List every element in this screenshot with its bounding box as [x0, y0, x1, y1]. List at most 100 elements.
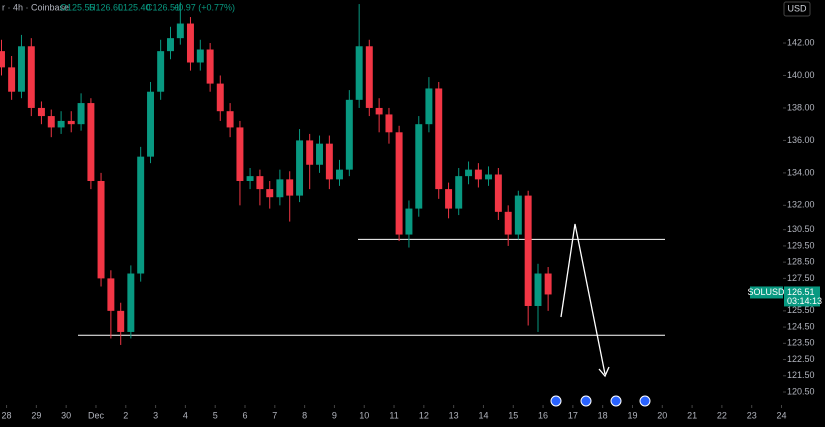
candle-body — [27, 46, 35, 108]
candle-body — [47, 116, 55, 128]
y-tick-label: 125.50 — [787, 305, 815, 315]
x-tick-label: 4 — [183, 410, 188, 420]
y-tick-label: 120.50 — [787, 386, 815, 396]
candle-body — [445, 189, 453, 209]
legend-high: H126.60 — [89, 2, 123, 12]
x-tick-label: 13 — [449, 410, 459, 420]
x-tick-label: 15 — [508, 410, 518, 420]
event-icons — [550, 395, 651, 407]
candle-body — [385, 114, 393, 133]
y-tick-label: 124.50 — [787, 321, 815, 331]
event-icon[interactable] — [580, 395, 592, 407]
candle-body — [107, 278, 115, 311]
annotation-arrow — [560, 223, 610, 378]
candle-body — [117, 310, 125, 332]
legend-low: L125.40 — [118, 2, 151, 12]
candle-body — [544, 273, 552, 295]
candle-body — [365, 46, 373, 108]
event-icon[interactable] — [639, 395, 651, 407]
candle-body — [465, 169, 473, 177]
x-tick-label: 16 — [538, 410, 548, 420]
ohlc-legend: r · 4h · Coinbase O125.55 H126.60 L125.4… — [2, 2, 235, 12]
candle-body — [336, 169, 343, 180]
candle-body — [286, 179, 294, 196]
candle-body — [296, 140, 304, 196]
y-tick-label: 142.00 — [787, 37, 815, 47]
x-tick-label: 5 — [213, 410, 218, 420]
x-tick-label: 11 — [389, 410, 398, 420]
x-tick-label: 24 — [777, 410, 787, 420]
candle-body — [8, 67, 16, 92]
event-icon[interactable] — [610, 395, 622, 407]
y-tick-label: 132.00 — [787, 200, 815, 210]
x-tick-label: 30 — [61, 410, 71, 420]
legend-open: O125.55 — [60, 2, 95, 12]
candle-body — [266, 189, 274, 198]
x-tick-label: 23 — [747, 410, 757, 420]
arrow-path — [560, 223, 606, 375]
y-tick-label: 123.50 — [787, 338, 815, 348]
x-tick-label: 2 — [123, 410, 128, 420]
x-tick-label: 21 — [687, 410, 697, 420]
x-tick-label: 9 — [332, 410, 337, 420]
candle-body — [474, 169, 482, 180]
candle-body — [216, 83, 224, 112]
y-tick-label: 122.50 — [787, 354, 815, 364]
x-tick-label: 3 — [153, 410, 158, 420]
candle-body — [355, 46, 363, 100]
candle-body — [276, 179, 284, 198]
candle-body — [67, 120, 75, 125]
y-tick-label: 121.50 — [787, 370, 815, 380]
price-tag-symbol-box — [750, 286, 783, 299]
event-icon[interactable] — [550, 395, 562, 407]
symbol-name: r · 4h · Coinbase — [2, 2, 69, 12]
plot: 142.00 140.00 138.00 136.00 134.00 132.00 130.… — [0, 2, 822, 420]
candle-body — [176, 23, 184, 39]
legend-close: C126.51 — [146, 2, 180, 12]
y-tick-label: 130.50 — [787, 224, 815, 234]
candle-body — [494, 174, 502, 212]
x-tick-label: 19 — [627, 410, 637, 420]
candle-body — [405, 208, 413, 235]
candle-body — [246, 176, 254, 181]
candle-body — [425, 88, 433, 125]
currency: USD — [787, 3, 807, 13]
candle-body — [306, 140, 314, 165]
candle-body — [455, 176, 463, 209]
candle-body — [206, 49, 214, 84]
candle-body — [504, 211, 512, 235]
x-tick-label: 22 — [717, 410, 727, 420]
candle-body — [325, 143, 333, 180]
candle-body — [127, 273, 135, 332]
candle-body — [87, 103, 95, 181]
y-tick-label: 136.00 — [787, 135, 815, 145]
candle-body — [77, 103, 85, 125]
candle-body — [137, 156, 145, 274]
y-tick-label: 128.50 — [787, 257, 815, 267]
candle-body — [37, 107, 45, 117]
price-tag-countdown: 03:14:13 — [787, 296, 822, 306]
currency-box[interactable] — [783, 1, 811, 17]
y-tick-label: 129.50 — [787, 240, 815, 250]
candle-body — [57, 120, 65, 128]
candle-body — [345, 99, 353, 170]
candle-body — [186, 23, 194, 63]
x-tick-label: 8 — [302, 410, 307, 420]
candle-body — [395, 132, 403, 235]
y-tick-label: 138.00 — [787, 102, 815, 112]
x-tick-label: 28 — [2, 410, 12, 420]
candle-body — [375, 107, 383, 115]
candle-body — [534, 273, 542, 306]
candle-body — [514, 195, 522, 235]
x-tick-label: 17 — [568, 410, 578, 420]
candle-body — [147, 91, 154, 157]
y-tick-label: 134.00 — [787, 167, 815, 177]
candle-body — [236, 127, 244, 181]
arrow-head — [598, 366, 610, 378]
x-tick-label: 10 — [359, 410, 369, 420]
x-tick-label: Dec — [88, 410, 105, 420]
candle-body — [415, 124, 423, 209]
